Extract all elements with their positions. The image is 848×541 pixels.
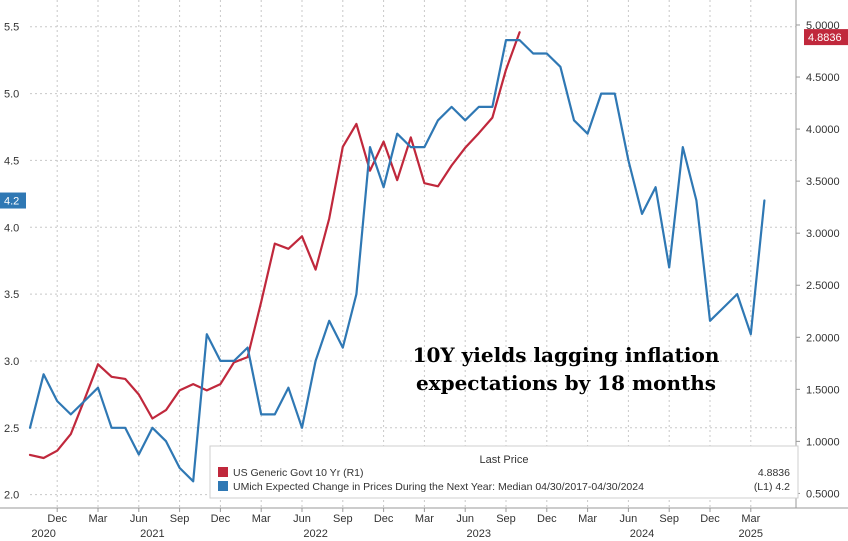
- left-axis-tick-label: 2.5: [4, 423, 19, 435]
- series-line-umich-inflation-expectations: [28, 38, 766, 483]
- x-axis-month-label: Mar: [741, 513, 760, 525]
- series-line-us-10y-yield: [28, 31, 521, 460]
- last-value-badge-right-text: 4.8836: [808, 32, 842, 44]
- last-value-badge-right-bg: [804, 29, 848, 46]
- legend-label-yield: US Generic Govt 10 Yr (R1): [233, 467, 364, 479]
- left-axis-tick-label: 4.0: [4, 222, 19, 234]
- left-axis-tick-label: 3.0: [4, 356, 19, 368]
- x-axis-month-label: Sep: [496, 513, 516, 525]
- x-axis-month-label: Dec: [374, 513, 394, 525]
- x-axis: Dec Mar Jun Sep Dec Mar Jun Sep Dec Mar Jun Sep Dec M…: [31, 508, 763, 540]
- series-lines: [28, 31, 766, 483]
- right-axis-tick-label: 3.0000: [806, 228, 840, 240]
- x-axis-month-label: Jun: [620, 513, 638, 525]
- x-axis-year-label: 2020: [31, 528, 55, 540]
- right-axis-tick-label: 4.0000: [806, 124, 840, 136]
- x-axis-month-label: Jun: [456, 513, 474, 525]
- x-axis-month-label: Mar: [578, 513, 597, 525]
- x-axis-month-label: Mar: [89, 513, 108, 525]
- right-axis-tick-label: 4.5000: [806, 72, 840, 84]
- x-axis-month-label: Dec: [211, 513, 231, 525]
- legend-swatch-umich: [218, 481, 228, 491]
- left-axis-tick-label: 4.5: [4, 155, 19, 167]
- x-axis-month-label: Dec: [537, 513, 557, 525]
- left-axis-tick-label: 3.5: [4, 289, 19, 301]
- legend-label-umich: UMich Expected Change in Prices During t…: [233, 481, 644, 493]
- right-axis-tick-label: 1.0000: [806, 436, 840, 448]
- right-axis-tick-label: 1.5000: [806, 384, 840, 396]
- left-axis-tick-label: 5.5: [4, 22, 19, 34]
- x-axis-month-label: Dec: [700, 513, 720, 525]
- last-value-badge-right: 4.8836: [804, 29, 848, 46]
- x-axis-year-label: 2022: [303, 528, 327, 540]
- left-axis-tick-label: 5.0: [4, 89, 19, 101]
- x-axis-year-label: 2023: [467, 528, 491, 540]
- left-axis-tick-labels: 2.0 2.5 3.0 3.5 4.0 4.5 5.0 5.5: [4, 22, 19, 502]
- left-axis-tick-label: 2.0: [4, 490, 19, 502]
- chart-annotation: 10Y yields lagging inflation expectation…: [413, 343, 720, 395]
- x-axis-year-label: 2021: [140, 528, 164, 540]
- right-axis-tick-labels: 0.5000 1.0000 1.5000 2.0000 2.5000 3.0000 3.50…: [796, 20, 840, 500]
- x-axis-month-label: Jun: [130, 513, 148, 525]
- legend-box: [209, 445, 799, 499]
- right-axis-tick-label: 2.0000: [806, 332, 840, 344]
- x-axis-month-label: Jun: [293, 513, 311, 525]
- annotation-line-1: 10Y yields lagging inflation: [413, 343, 720, 367]
- x-axis-month-label: Mar: [415, 513, 434, 525]
- last-value-badge-left-text: 4.2: [4, 196, 19, 208]
- x-axis-month-label: Sep: [659, 513, 679, 525]
- legend-value-umich: (L1) 4.2: [754, 481, 790, 493]
- legend-header: Last Price: [480, 454, 529, 466]
- last-value-badge-left: 4.2: [0, 192, 26, 209]
- x-axis-year-label: 2024: [630, 528, 654, 540]
- right-axis-tick-label: 0.5000: [806, 488, 840, 500]
- right-axis-tick-label: 3.5000: [806, 176, 840, 188]
- x-axis-month-label: Sep: [170, 513, 190, 525]
- right-axis-tick-label: 5.0000: [806, 20, 840, 32]
- last-value-badge-left-bg: [0, 192, 26, 209]
- annotation-line-2: expectations by 18 months: [416, 371, 716, 395]
- x-axis-year-label: 2025: [739, 528, 763, 540]
- x-axis-month-label: Mar: [252, 513, 271, 525]
- x-axis-month-label: Sep: [333, 513, 353, 525]
- legend-swatch-yield: [218, 467, 228, 477]
- legend-value-yield: 4.8836: [758, 467, 790, 479]
- x-axis-month-label: Dec: [47, 513, 67, 525]
- legend: Last Price US Generic Govt 10 Yr (R1) 4.…: [209, 445, 799, 499]
- right-axis-tick-label: 2.5000: [806, 280, 840, 292]
